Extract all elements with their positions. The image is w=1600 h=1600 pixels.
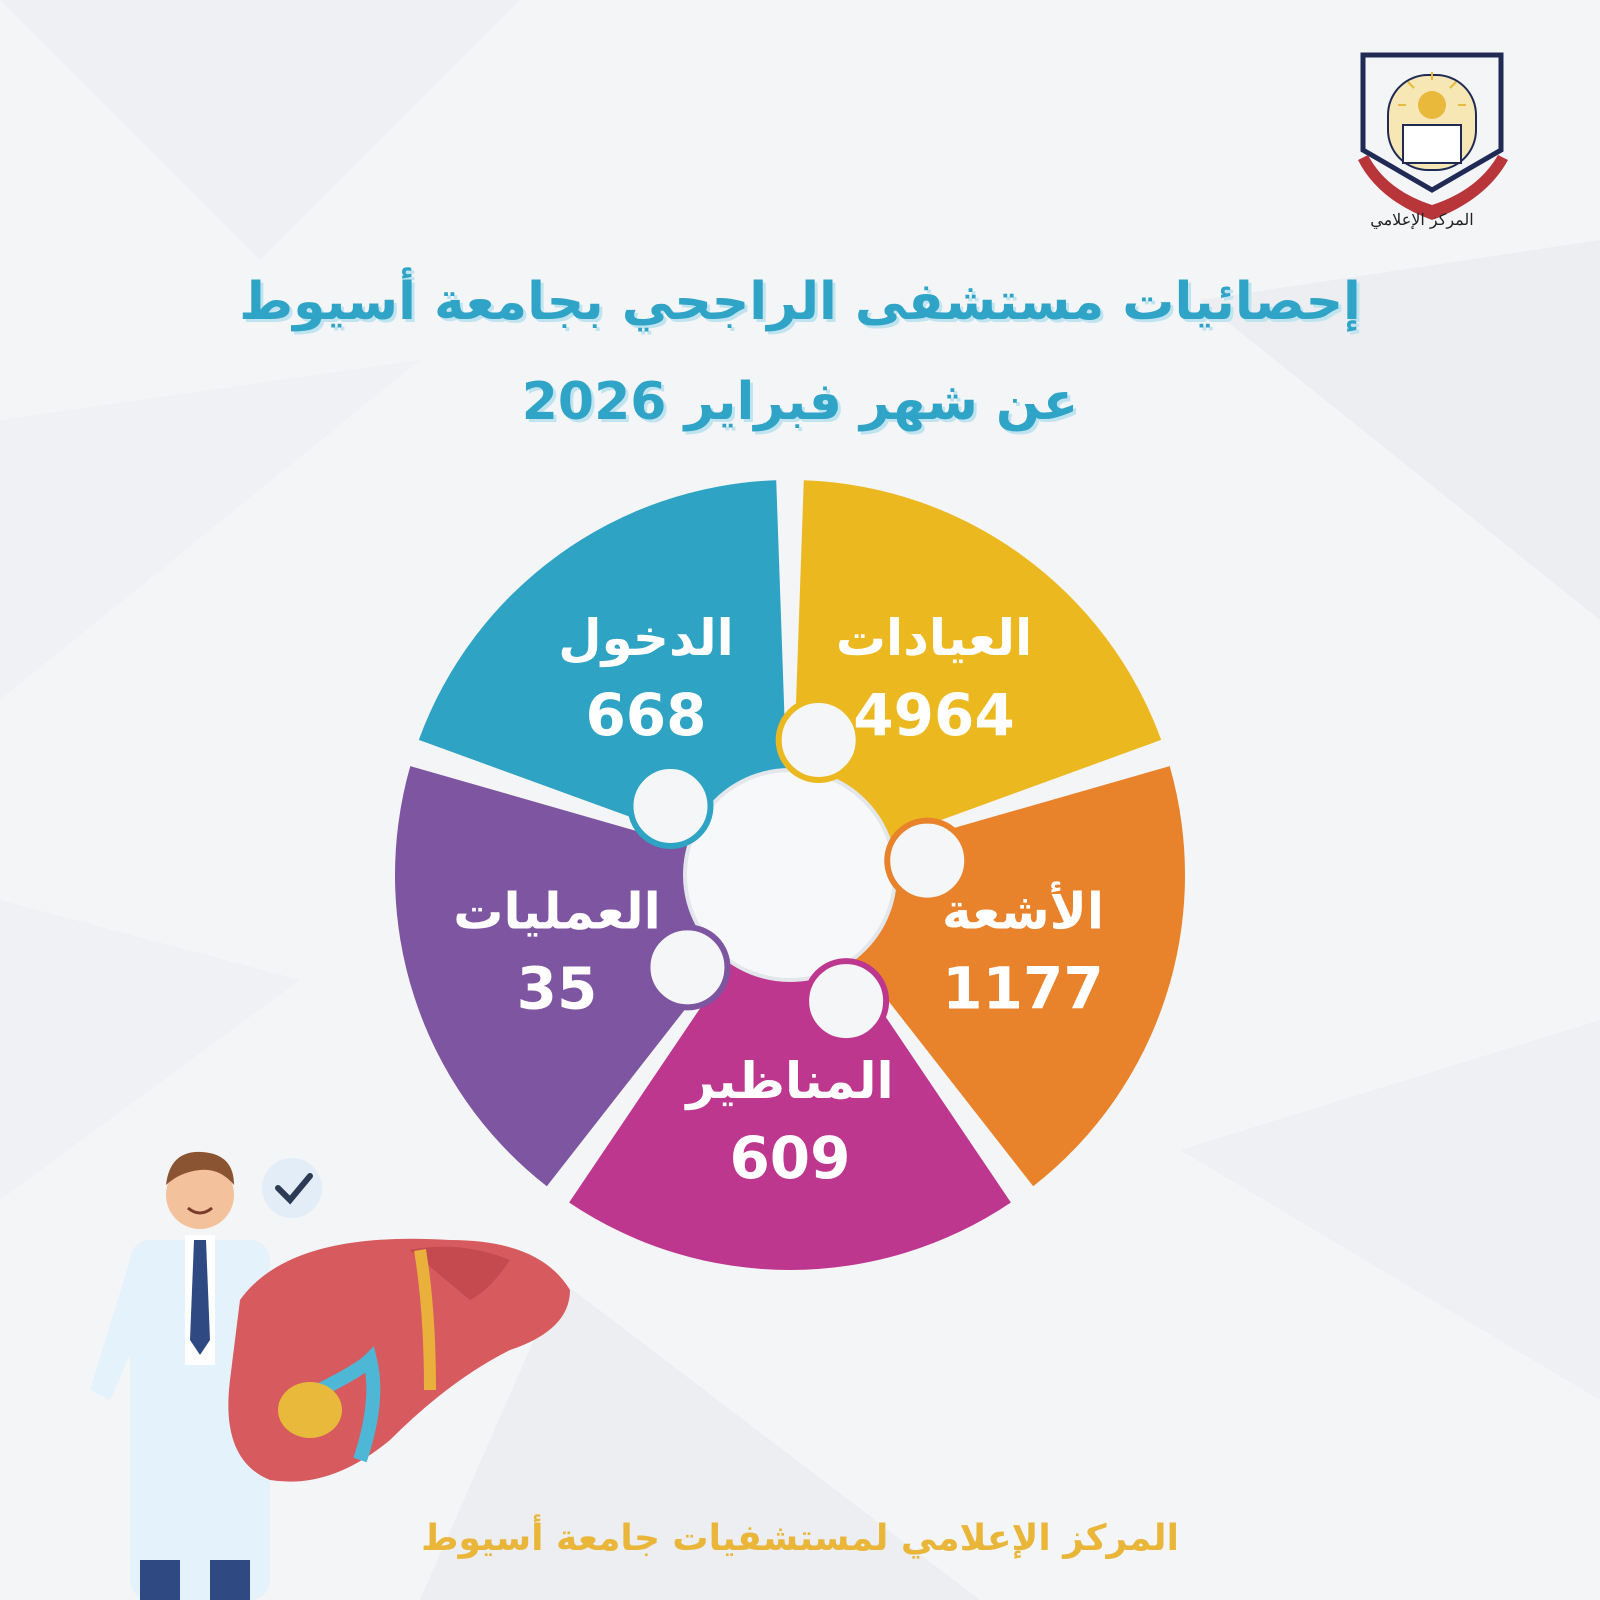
stat-bubble-2 bbox=[803, 958, 890, 1045]
stat-bubble-0 bbox=[775, 697, 862, 784]
stat-bubble-4 bbox=[627, 763, 714, 849]
stat-label-3: العمليات bbox=[453, 883, 661, 941]
stat-value-4: 668 bbox=[585, 681, 706, 749]
stat-value-3: 35 bbox=[517, 955, 598, 1023]
stat-bubble-3 bbox=[644, 924, 731, 1011]
stat-bubble-1 bbox=[884, 817, 971, 904]
stat-label-4: الدخول bbox=[558, 609, 734, 668]
page-title: إحصائيات مستشفى الراجحي بجامعة أسيوط bbox=[239, 272, 1361, 332]
logo-caption: المركز الإعلامي bbox=[1370, 210, 1474, 229]
stat-label-2: المناظير bbox=[683, 1052, 893, 1111]
stat-value-0: 4964 bbox=[853, 681, 1014, 749]
stat-label-1: الأشعة bbox=[942, 881, 1104, 941]
stat-value-1: 1177 bbox=[942, 955, 1103, 1023]
footer-credit: المركز الإعلامي لمستشفيات جامعة أسيوط bbox=[421, 1518, 1179, 1559]
checkmark-icon bbox=[275, 1173, 313, 1205]
checkmark-badge bbox=[262, 1158, 322, 1218]
stat-segment-3 bbox=[395, 766, 729, 1187]
stat-segment-2 bbox=[569, 957, 1011, 1271]
stat-label-0: العيادات bbox=[836, 609, 1032, 667]
page-subtitle: عن شهر فبراير 2026 bbox=[521, 372, 1079, 432]
stat-segment-4 bbox=[418, 480, 787, 841]
stat-value-2: 609 bbox=[729, 1124, 850, 1192]
stat-segment-0 bbox=[793, 480, 1162, 841]
doctor-liver-illustration bbox=[90, 1151, 570, 1600]
university-logo bbox=[1358, 52, 1508, 220]
